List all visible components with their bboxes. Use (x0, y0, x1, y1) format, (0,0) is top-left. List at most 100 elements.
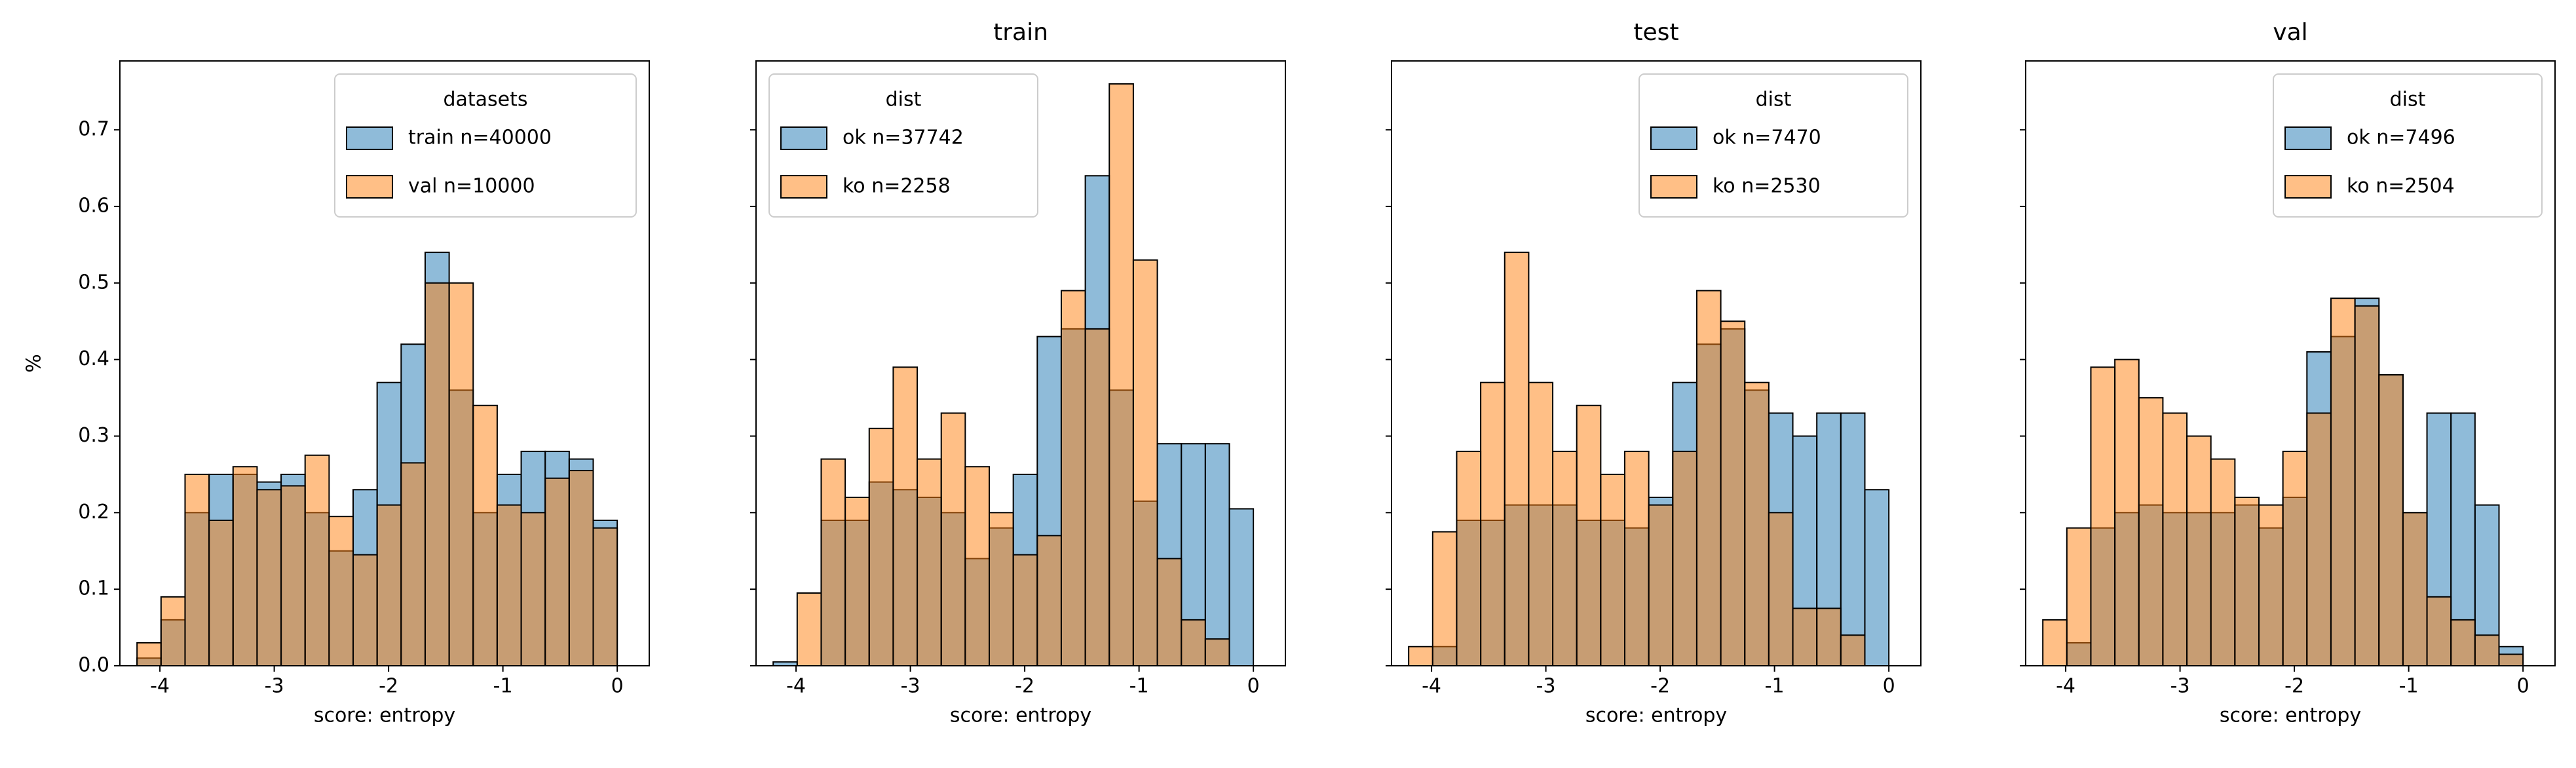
legend: dist ok n=37742 ko n=2258 (768, 73, 1038, 218)
x-tick-label: -4 (1422, 675, 1441, 698)
histogram-bar (568, 470, 594, 667)
histogram-bar (1624, 450, 1650, 667)
histogram-bar (232, 466, 258, 666)
histogram-bar (844, 496, 870, 666)
histogram-bar (1840, 634, 1866, 666)
y-tick-label: 0.3 (78, 424, 109, 447)
histogram-bar (328, 516, 354, 667)
histogram-bar (592, 527, 618, 667)
legend-swatch (346, 126, 393, 150)
chart-title: val (2273, 19, 2307, 46)
legend-label: val n=10000 (408, 175, 535, 198)
histogram-bar (1408, 645, 1433, 666)
legend-box (334, 73, 637, 218)
histogram-bar (2330, 298, 2356, 666)
chart-title: train (993, 19, 1048, 46)
y-tick-label: 0.1 (78, 577, 109, 600)
histogram-bar (2498, 653, 2524, 666)
histogram-bar (376, 504, 402, 666)
y-tick-label: 0.6 (78, 194, 109, 217)
legend: datasets train n=40000 val n=10000 (334, 73, 637, 218)
legend-title: dist (886, 88, 922, 111)
histogram-bar (2426, 596, 2452, 666)
legend-swatch (780, 126, 827, 150)
histogram-bar (2042, 619, 2068, 667)
y-tick-label: 0.7 (78, 118, 109, 141)
histogram-bar (2186, 435, 2212, 666)
x-axis-label: score: entropy (2220, 704, 2361, 727)
histogram-bar (2354, 305, 2380, 666)
histogram-bar (1840, 412, 1866, 667)
histogram-bar (1431, 531, 1458, 666)
histogram-bar (280, 485, 306, 666)
histogram-bar (1504, 252, 1530, 666)
histogram-bar (1204, 638, 1230, 667)
histogram-bar (184, 473, 210, 666)
histogram-bar (1864, 489, 1890, 667)
legend-swatch (2284, 126, 2332, 150)
x-tick-label: -2 (1650, 675, 1670, 698)
x-tick-label: -3 (265, 675, 284, 698)
y-tick-label: 0.2 (78, 501, 109, 524)
legend-box (768, 73, 1038, 218)
legend-swatch (1650, 126, 1697, 150)
y-tick-label: 0.4 (78, 347, 109, 370)
histogram-bar (2402, 512, 2428, 666)
legend-label: ko n=2530 (1713, 175, 1821, 198)
histogram-bar (544, 477, 570, 666)
x-tick-label: -2 (1015, 675, 1034, 698)
histogram-bar (868, 427, 894, 666)
histogram-bar (2210, 458, 2236, 666)
legend-swatch (2284, 175, 2332, 199)
histogram-bar (400, 462, 426, 666)
legend-swatch (1650, 175, 1697, 199)
histogram-bar (1012, 554, 1038, 667)
histogram-bar (1672, 450, 1697, 667)
legend-label: train n=40000 (408, 126, 552, 149)
histogram-bar (2138, 397, 2164, 666)
histogram-bar (820, 458, 846, 666)
axes-frame (1391, 60, 1922, 666)
histogram-bar (796, 592, 822, 667)
legend-label: ko n=2504 (2347, 175, 2455, 198)
x-axis-label: score: entropy (1585, 704, 1727, 727)
legend: dist ok n=7470 ko n=2530 (1638, 73, 1908, 218)
histogram-bar (472, 404, 498, 667)
axes-frame (755, 60, 1286, 666)
histogram-bar (1576, 404, 1602, 667)
histogram-bar (1456, 450, 1482, 667)
histogram-bar (2234, 496, 2260, 666)
histogram-bar (1060, 290, 1086, 666)
histogram-bar (1528, 381, 1554, 666)
histogram-bar (2162, 412, 2188, 667)
legend-label: ko n=2258 (843, 175, 951, 198)
x-tick-label: 0 (1247, 675, 1260, 698)
legend-swatch (346, 175, 393, 199)
histogram-bar (1720, 320, 1746, 667)
legend-title: datasets (443, 88, 527, 111)
histogram-bar (1480, 381, 1506, 666)
x-tick-label: 0 (611, 675, 624, 698)
x-tick-label: -3 (1536, 675, 1556, 698)
legend-label: ok n=7496 (2347, 126, 2455, 149)
axes-frame (2025, 60, 2556, 666)
legend-title: dist (2390, 88, 2426, 111)
histogram-bar (448, 282, 474, 666)
legend-title: dist (1756, 88, 1792, 111)
histogram-bar (1600, 473, 1626, 666)
histogram-bar (964, 466, 991, 666)
histogram-bar (1181, 619, 1206, 667)
histogram-bar (1228, 508, 1255, 667)
legend-box (2273, 73, 2543, 218)
histogram-bar (1036, 535, 1062, 667)
histogram-bar (1156, 558, 1183, 666)
histogram-bar (2282, 450, 2308, 667)
histogram-bar (2474, 634, 2500, 666)
histogram-bar (2378, 374, 2404, 666)
x-tick-label: 0 (1883, 675, 1895, 698)
x-tick-label: -2 (379, 675, 398, 698)
histogram-bar (892, 366, 919, 667)
histogram-bar (2450, 619, 2476, 667)
x-tick-label: -1 (493, 675, 513, 698)
legend: dist ok n=7496 ko n=2504 (2273, 73, 2543, 218)
